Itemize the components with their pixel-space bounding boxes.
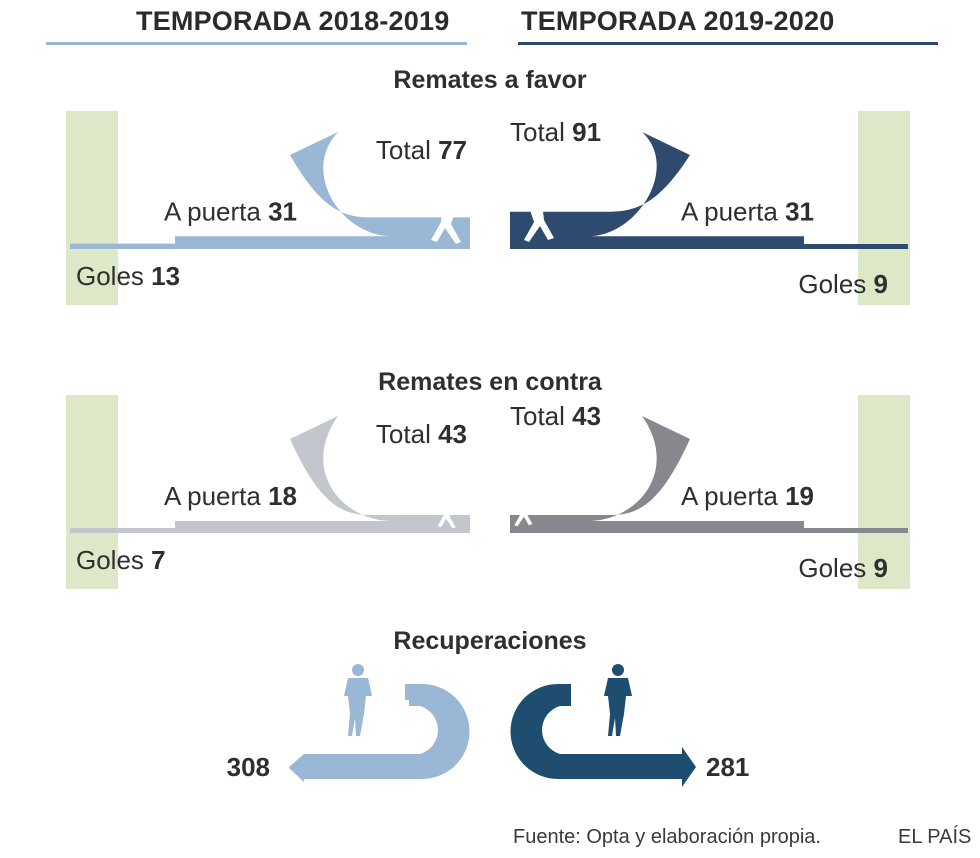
label-apuerta-right: A puerta 19: [681, 481, 814, 511]
goal-zone-right: [858, 111, 910, 305]
label-goles-left: Goles 13: [76, 261, 180, 291]
season-rule-right: [518, 42, 938, 45]
player-icon-favor-right: [524, 183, 554, 242]
season-title-left: TEMPORADA 2018-2019: [136, 6, 450, 36]
recuperaciones-arrow-right: [510, 684, 696, 787]
label-apuerta-right: A puerta 31: [681, 196, 814, 226]
funnel-shape-left: [70, 416, 470, 533]
player-icon-recup-right: [604, 664, 632, 736]
goal-zone-left: [66, 395, 118, 589]
label-total-right: Total 91: [510, 117, 601, 147]
funnel-shape-left: [70, 132, 470, 249]
recuperaciones-arrow-left-body: [289, 684, 470, 779]
player-icon-contra-left: [437, 493, 456, 529]
goal-zone-right: [858, 395, 910, 589]
season-title-right: TEMPORADA 2019-2020: [521, 6, 835, 36]
funnel-shape-right: [510, 132, 908, 249]
label-total-right: Total 43: [510, 401, 601, 431]
label-total-left: Total 77: [376, 135, 467, 165]
player-icon-contra-right: [514, 491, 533, 527]
season-rule-left: [46, 42, 467, 45]
player-icon-recup-left: [344, 664, 372, 736]
section-title-contra: Remates en contra: [378, 368, 602, 396]
section-title-favor: Remates a favor: [393, 66, 587, 94]
label-goles-right: Goles 9: [798, 553, 888, 583]
goal-zone-left: [66, 111, 118, 305]
funnel-shape-right: [510, 416, 908, 533]
label-apuerta-left: A puerta 31: [164, 196, 297, 226]
label-goles-left: Goles 7: [76, 545, 166, 575]
recuperaciones-value-right: 281: [706, 752, 749, 782]
recuperaciones-value-left: 308: [227, 752, 270, 782]
label-apuerta-left: A puerta 18: [164, 481, 297, 511]
label-total-left: Total 43: [376, 419, 467, 449]
brand-label: EL PAÍS: [898, 826, 972, 848]
label-goles-right: Goles 9: [798, 269, 888, 299]
source-note: Fuente: Opta y elaboración propia.: [513, 826, 821, 848]
player-icon-favor-left: [431, 185, 461, 244]
section-title-recuperaciones: Recuperaciones: [393, 627, 587, 655]
